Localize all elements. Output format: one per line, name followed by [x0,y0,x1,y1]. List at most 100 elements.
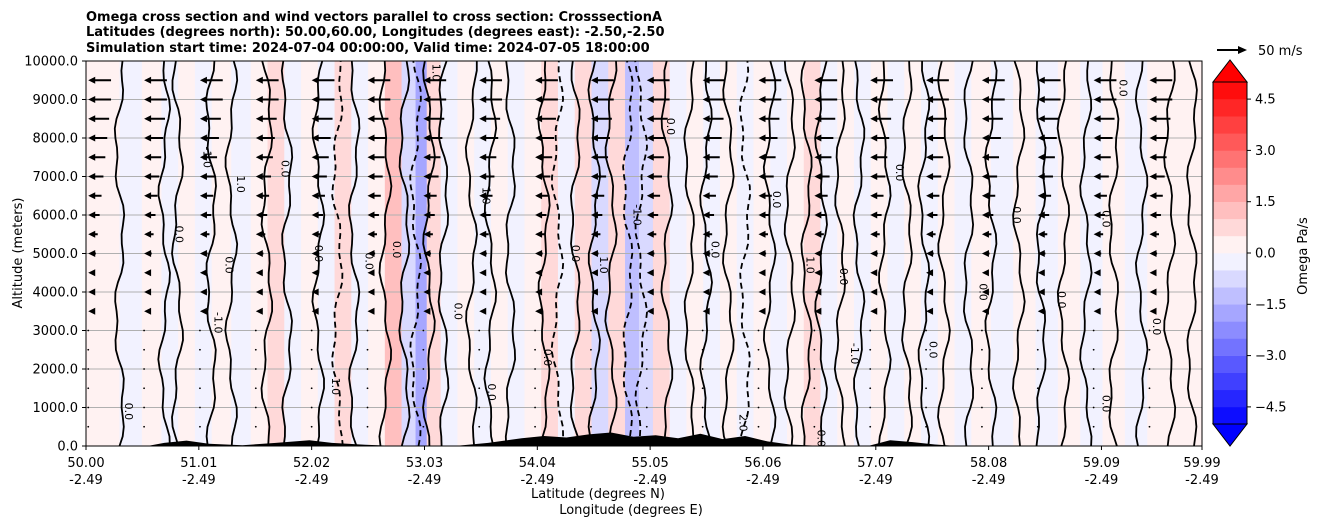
wind-vector-head [311,76,319,84]
wind-vector [814,250,822,257]
wind-vector-head [367,250,375,257]
wind-vector [590,348,592,351]
wind-vector-head [702,211,710,219]
wind-vector-head [479,269,487,277]
wind-vector-head [981,96,989,103]
plot-area: 0.0 -1.0 -1.0 1.0 0.0 0.0 0.0 -1.0 0.0 0.0 1.0 0.0 1… [85,60,1203,447]
wind-vector [367,173,383,180]
wind-vector-head [758,115,766,123]
wind-vector [144,211,156,219]
wind-vector [646,153,664,161]
wind-vector [478,387,481,390]
wind-vector [88,173,104,180]
colorbar-segment [1213,372,1247,391]
title-line-2: Latitudes (degrees north): 50.00,60.00, … [86,25,665,40]
wind-vector-head [311,250,319,257]
wind-vector-head [926,153,934,161]
wind-vector-head [479,76,487,84]
wind-vector [255,230,266,238]
wind-vector-head [199,76,207,84]
wind-vector [926,134,946,142]
wind-vector [1093,115,1115,123]
wind-vector [869,368,872,370]
wind-vector [423,96,447,103]
contour-line [1012,61,1026,446]
wind-vector [88,250,96,257]
wind-vector-head [479,115,487,123]
y-tick-label: 7000.0 [33,170,79,185]
contour-line [1186,61,1198,446]
wind-vector [199,134,219,142]
wind-vector-head [367,211,375,219]
wind-vector-head [535,153,543,161]
wind-vector [758,288,766,296]
wind-vector-head [814,96,822,103]
contour-line [260,61,274,446]
wind-vector-head [367,153,375,161]
wind-vector-head [311,307,319,315]
wind-vector-head [423,76,431,84]
wind-vector [869,387,872,390]
wind-vector-head [870,230,878,238]
wind-vector [1093,230,1104,238]
wind-vector [702,134,722,142]
wind-vector [701,329,704,332]
contour-line [398,61,411,446]
contour-line [962,61,975,446]
wind-vector [479,134,499,142]
wind-vector [1037,173,1053,180]
wind-vector [757,368,760,370]
wind-vector [590,250,599,257]
wind-vector-head [870,96,878,103]
wind-vector [88,76,112,84]
wind-vector-head [758,269,766,277]
wind-vector-head [926,115,934,123]
wind-vector [310,329,313,332]
wind-vector [255,76,279,84]
wind-vector-head [870,250,878,257]
wind-vector [702,230,713,238]
wind-vector-head [367,173,375,180]
wind-vector [479,192,493,200]
wind-vector [423,269,431,277]
wind-vector-head [1037,76,1045,84]
wind-vector-head [367,307,375,315]
contour-line [205,61,217,446]
wind-vector [870,76,894,84]
wind-vector-head [758,288,766,296]
y-axis: 0.0 1000.0 2000.0 3000.0 4000.0 5000.0 6000.0 7… [24,55,86,455]
wind-vector-head [646,230,654,238]
wind-vector-head [1149,250,1157,257]
wind-vector-head [423,269,431,277]
wind-vector-head [981,173,989,180]
wind-vector [925,329,927,332]
wind-vector-head [870,115,878,123]
wind-vector-head [814,250,822,257]
wind-vector-head [758,230,766,238]
wind-vector [87,329,90,332]
wind-vector-head [590,192,598,200]
wind-vector [423,173,439,180]
contour-label: 0.0 [390,241,403,259]
x-tick-label-lon: -2.49 [1185,473,1219,488]
wind-vector [870,269,878,277]
wind-vector-head [367,76,375,84]
wind-vector [645,348,648,351]
wind-vector [813,329,816,332]
wind-vector-head [926,230,934,238]
wind-vector [367,307,375,315]
contour-line [171,61,184,446]
wind-vector [1148,368,1151,370]
wind-vector [199,96,223,103]
wind-vector-head [255,230,263,238]
wind-vector-head [423,250,431,257]
wind-vector-head [311,153,319,161]
contour-line [937,61,951,446]
wind-vector [423,307,431,315]
wind-vector [422,368,425,370]
wind-vector-head [1093,269,1101,277]
wind-vector [981,115,1003,123]
wind-vector [311,134,331,142]
wind-vector-head [479,134,487,142]
wind-vector [254,406,257,409]
